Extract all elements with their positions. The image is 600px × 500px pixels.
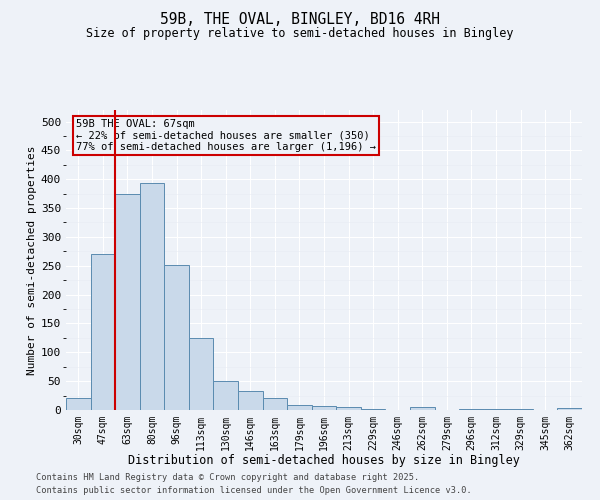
Bar	[410, 406, 434, 410]
Text: Size of property relative to semi-detached houses in Bingley: Size of property relative to semi-detach…	[86, 28, 514, 40]
Bar	[287, 405, 312, 410]
Bar	[189, 338, 214, 410]
Bar	[263, 398, 287, 410]
Bar	[164, 264, 189, 410]
Text: 59B THE OVAL: 67sqm
← 22% of semi-detached houses are smaller (350)
77% of semi-: 59B THE OVAL: 67sqm ← 22% of semi-detach…	[76, 119, 376, 152]
Bar	[238, 391, 263, 410]
Bar	[336, 407, 361, 410]
X-axis label: Distribution of semi-detached houses by size in Bingley: Distribution of semi-detached houses by …	[128, 454, 520, 468]
Bar	[312, 406, 336, 410]
Bar	[140, 184, 164, 410]
Bar	[91, 254, 115, 410]
Text: Contains public sector information licensed under the Open Government Licence v3: Contains public sector information licen…	[36, 486, 472, 495]
Text: Contains HM Land Registry data © Crown copyright and database right 2025.: Contains HM Land Registry data © Crown c…	[36, 474, 419, 482]
Bar	[557, 408, 582, 410]
Bar	[214, 381, 238, 410]
Bar	[66, 398, 91, 410]
Y-axis label: Number of semi-detached properties: Number of semi-detached properties	[27, 145, 37, 375]
Bar	[115, 194, 140, 410]
Text: 59B, THE OVAL, BINGLEY, BD16 4RH: 59B, THE OVAL, BINGLEY, BD16 4RH	[160, 12, 440, 28]
